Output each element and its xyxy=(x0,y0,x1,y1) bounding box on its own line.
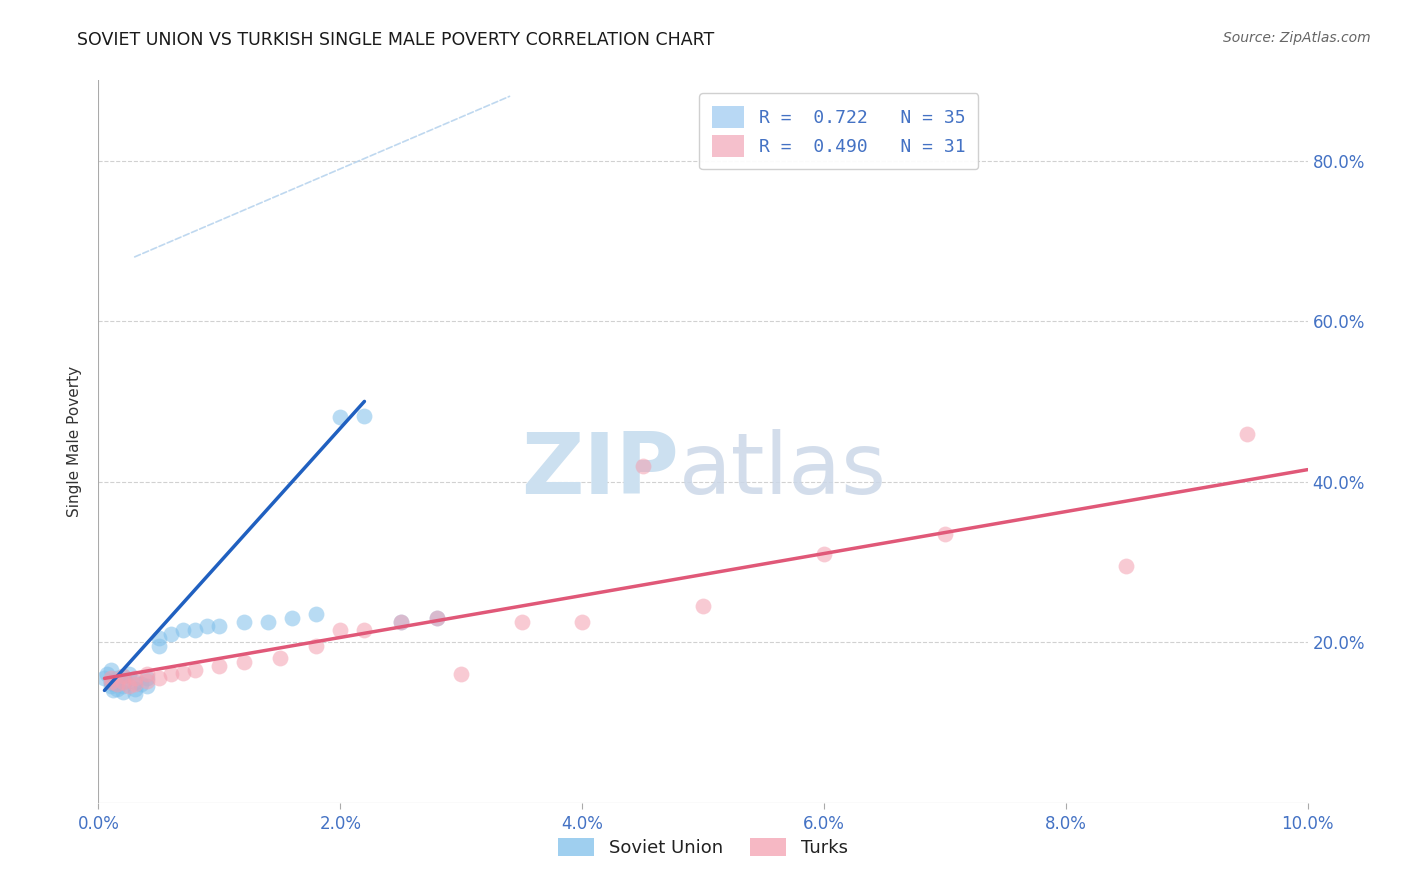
Point xyxy=(103,677,125,691)
Point xyxy=(426,611,449,625)
Point xyxy=(111,669,134,683)
Point xyxy=(93,671,115,685)
Point xyxy=(172,665,194,680)
Point xyxy=(353,623,375,637)
Point xyxy=(184,664,207,678)
Point xyxy=(124,671,146,685)
Point xyxy=(389,615,412,630)
Point xyxy=(160,627,183,641)
Point xyxy=(135,673,157,688)
Point xyxy=(148,639,170,653)
Point xyxy=(184,623,207,637)
Point xyxy=(111,680,134,694)
Point xyxy=(111,685,134,699)
Text: SOVIET UNION VS TURKISH SINGLE MALE POVERTY CORRELATION CHART: SOVIET UNION VS TURKISH SINGLE MALE POVE… xyxy=(77,31,714,49)
Point xyxy=(100,675,122,690)
Point xyxy=(934,526,956,541)
Point xyxy=(96,667,118,681)
Text: ZIP: ZIP xyxy=(522,429,679,512)
Point xyxy=(100,680,122,694)
Point xyxy=(160,667,183,681)
Y-axis label: Single Male Poverty: Single Male Poverty xyxy=(67,366,83,517)
Point xyxy=(208,619,231,633)
Point xyxy=(631,458,654,473)
Point xyxy=(329,410,352,425)
Point xyxy=(118,667,141,681)
Point xyxy=(510,615,533,630)
Point xyxy=(135,667,157,681)
Point xyxy=(148,671,170,685)
Point xyxy=(124,681,146,696)
Point xyxy=(813,547,835,561)
Point xyxy=(1236,426,1258,441)
Point xyxy=(124,675,146,690)
Point xyxy=(389,615,412,630)
Point xyxy=(105,681,128,696)
Point xyxy=(172,623,194,637)
Point xyxy=(129,677,152,691)
Point xyxy=(100,675,122,690)
Point xyxy=(571,615,593,630)
Text: Source: ZipAtlas.com: Source: ZipAtlas.com xyxy=(1223,31,1371,45)
Text: atlas: atlas xyxy=(679,429,887,512)
Point xyxy=(426,611,449,625)
Point xyxy=(124,677,146,691)
Point xyxy=(105,671,128,685)
Point xyxy=(135,671,157,685)
Point xyxy=(353,409,375,423)
Point xyxy=(256,615,278,630)
Point xyxy=(450,667,472,681)
Point xyxy=(208,659,231,673)
Point xyxy=(305,607,328,621)
Point xyxy=(1115,558,1137,574)
Point xyxy=(269,651,291,665)
Point xyxy=(111,669,134,683)
Point xyxy=(232,615,254,630)
Point xyxy=(100,671,122,685)
Point xyxy=(232,655,254,669)
Point xyxy=(101,683,124,698)
Point xyxy=(100,664,122,678)
Point xyxy=(305,639,328,653)
Point xyxy=(124,687,146,701)
Point xyxy=(692,599,714,614)
Point xyxy=(105,677,128,691)
Legend: Soviet Union, Turks: Soviet Union, Turks xyxy=(550,829,856,866)
Point xyxy=(329,623,352,637)
Point xyxy=(114,673,136,688)
Point xyxy=(118,680,141,694)
Point xyxy=(111,675,134,690)
Point xyxy=(135,680,157,694)
Point xyxy=(195,619,218,633)
Point xyxy=(148,632,170,646)
Point xyxy=(281,611,304,625)
